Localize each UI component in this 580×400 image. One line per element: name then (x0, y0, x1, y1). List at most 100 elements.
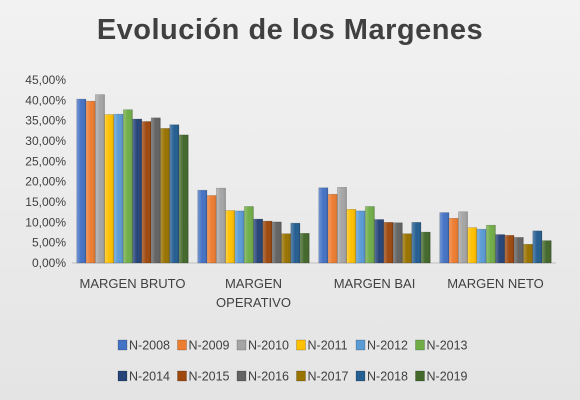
bar-highlight (225, 210, 235, 263)
bar-highlight (328, 194, 338, 263)
legend-label: N-2016 (248, 370, 289, 384)
bar (206, 195, 217, 264)
legend-swatch (415, 339, 425, 351)
bar (122, 109, 133, 264)
bar (504, 235, 515, 264)
bar (216, 187, 226, 264)
bar (346, 209, 357, 264)
bar-highlight (337, 187, 347, 263)
y-tick-label: 30,00% (25, 134, 66, 148)
bar (541, 240, 552, 264)
y-tick-label: 20,00% (25, 175, 66, 189)
bar-highlight (113, 114, 124, 263)
bar-highlight (467, 227, 477, 263)
bar-highlight (458, 211, 468, 263)
bar (104, 114, 115, 264)
bar-highlight (179, 134, 189, 263)
legend-label: N-2017 (308, 370, 349, 384)
bar (76, 98, 87, 264)
legend-swatch (296, 370, 306, 382)
y-tick-label: 25,00% (25, 154, 66, 168)
bar-highlight (421, 232, 431, 263)
bar-highlight (449, 218, 459, 263)
y-tick-label: 15,00% (25, 195, 66, 209)
y-tick-label: 10,00% (25, 215, 66, 229)
bar (327, 193, 338, 264)
legend-label: N-2012 (367, 339, 408, 353)
bar-highlight (495, 234, 505, 263)
bar (383, 222, 394, 264)
legend-label: N-2014 (129, 370, 170, 384)
legend-item: N-2012 (355, 339, 408, 353)
bar-highlight (95, 94, 105, 263)
legend-swatch (177, 370, 187, 382)
bar-highlight (523, 244, 533, 263)
bar-highlight (207, 195, 217, 263)
bar-highlight (514, 237, 524, 263)
bar (439, 212, 450, 264)
legend-label: N-2008 (129, 339, 170, 353)
y-tick-label: 35,00% (25, 114, 66, 128)
bar (458, 211, 468, 264)
bar-highlight (197, 190, 207, 263)
bar-highlight (76, 99, 86, 263)
legend-label: N-2013 (427, 339, 468, 353)
legend-swatch (236, 370, 247, 382)
legend-swatch (296, 339, 306, 351)
legend-swatch (117, 370, 128, 382)
bar-highlight (104, 114, 114, 263)
bar-highlight (216, 188, 226, 263)
x-category-label: MARGEN BRUTO (80, 276, 186, 291)
bar (243, 206, 254, 264)
category-labels: MARGEN BRUTO MARGEN OPERATIVO MARGEN BAI MAR… (80, 276, 544, 310)
x-category-label: MARGEN BAI (334, 276, 416, 291)
bar-highlight (355, 210, 366, 263)
legend-swatch (236, 339, 247, 351)
bar-highlight (290, 223, 300, 263)
bar-highlight (411, 222, 421, 263)
legend-item: N-2015 (177, 370, 230, 384)
y-tick-label: 5,00% (32, 236, 66, 250)
bar (532, 230, 543, 264)
bar (523, 243, 533, 264)
bar (160, 128, 170, 264)
bar (337, 187, 347, 264)
bar (95, 94, 105, 264)
bar-highlight (86, 101, 96, 263)
bar (364, 206, 375, 264)
bar-highlight (234, 210, 245, 263)
y-tick-label: 0,00% (32, 256, 66, 270)
bar (113, 113, 124, 264)
bar (318, 187, 329, 264)
legend-swatch (117, 339, 128, 351)
legend-label: N-2010 (248, 339, 289, 353)
bar (225, 210, 236, 264)
bar-highlight (300, 233, 310, 263)
bar (281, 233, 291, 264)
bar (262, 220, 273, 264)
legend-swatch (415, 370, 425, 382)
bar-highlight (318, 187, 328, 263)
x-category-label: MARGEN NETO (447, 276, 544, 291)
bar-highlight (402, 233, 412, 263)
bar-highlight (393, 222, 403, 263)
bar-highlight (365, 206, 375, 263)
x-category-label: MARGEN (225, 276, 282, 291)
x-category-label-line2: OPERATIVO (216, 295, 291, 310)
legend-item: N-2019 (415, 370, 468, 384)
legend-item: N-2011 (296, 339, 348, 353)
bar-highlight (244, 206, 254, 263)
bar-highlight (151, 117, 161, 263)
legend-swatch (355, 370, 366, 382)
bar-highlight (123, 109, 133, 263)
legend-label: N-2019 (427, 370, 468, 384)
axis-layer: 0,00% 5,00% 10,00% 15,00% 20,00% 25,00% 30,00%… (25, 73, 556, 270)
bar (150, 117, 161, 264)
bar (355, 210, 366, 264)
bar (513, 237, 524, 264)
bar (467, 227, 478, 264)
y-tick-label: 45,00% (25, 73, 66, 87)
bar (485, 224, 496, 264)
legend-label: N-2015 (189, 370, 230, 384)
